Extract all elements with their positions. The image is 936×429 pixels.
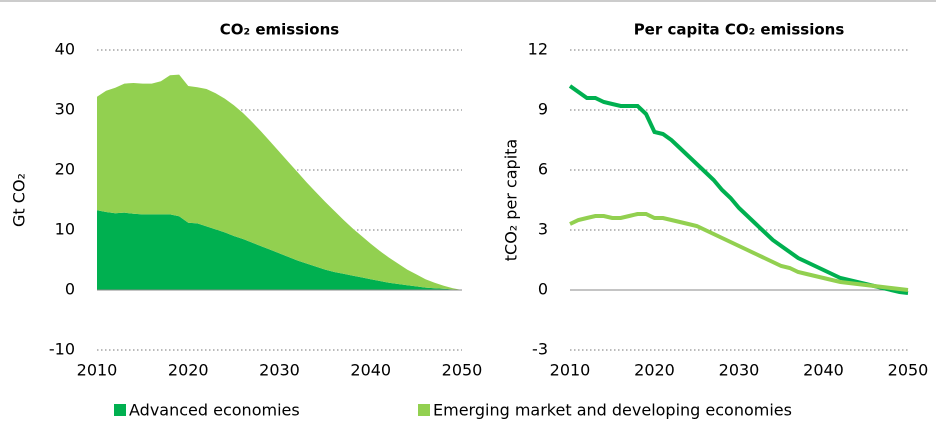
legend-swatch (114, 404, 126, 416)
y-axis-label: tCO₂ per capita (502, 139, 521, 261)
y-axis-label: Gt CO₂ (10, 173, 29, 227)
x-tick-label: 2040 (350, 361, 391, 380)
y-tick-label: 12 (528, 40, 548, 59)
line (569, 212, 909, 292)
x-tick-label: 2010 (77, 361, 118, 380)
x-tick-label: 2030 (259, 361, 300, 380)
y-tick-label: 10 (55, 220, 75, 239)
y-tick-label: 40 (55, 40, 75, 59)
legend-swatch (418, 404, 430, 416)
legend-label: Emerging market and developing economies (433, 401, 792, 420)
x-tick-label: 2030 (719, 361, 760, 380)
x-tick-label: 2050 (888, 361, 929, 380)
x-tick-label: 2050 (442, 361, 483, 380)
x-tick-label: 2010 (550, 361, 591, 380)
x-tick-label: 2040 (803, 361, 844, 380)
legend-label: Advanced economies (129, 401, 300, 420)
chart-title: CO₂ emissions (220, 21, 339, 39)
y-tick-label: 9 (538, 100, 548, 119)
y-tick-label: 3 (538, 220, 548, 239)
y-tick-label: -3 (532, 340, 548, 359)
area (97, 210, 462, 290)
y-tick-label: 20 (55, 160, 75, 179)
y-tick-label: 0 (65, 280, 75, 299)
x-tick-label: 2020 (634, 361, 675, 380)
y-tick-label: -10 (49, 340, 75, 359)
chart-title: Per capita CO₂ emissions (634, 21, 845, 39)
x-tick-label: 2020 (168, 361, 209, 380)
line (568, 84, 909, 295)
area (97, 74, 462, 290)
y-tick-label: 6 (538, 160, 548, 179)
y-tick-label: 0 (538, 280, 548, 299)
y-tick-label: 30 (55, 100, 75, 119)
